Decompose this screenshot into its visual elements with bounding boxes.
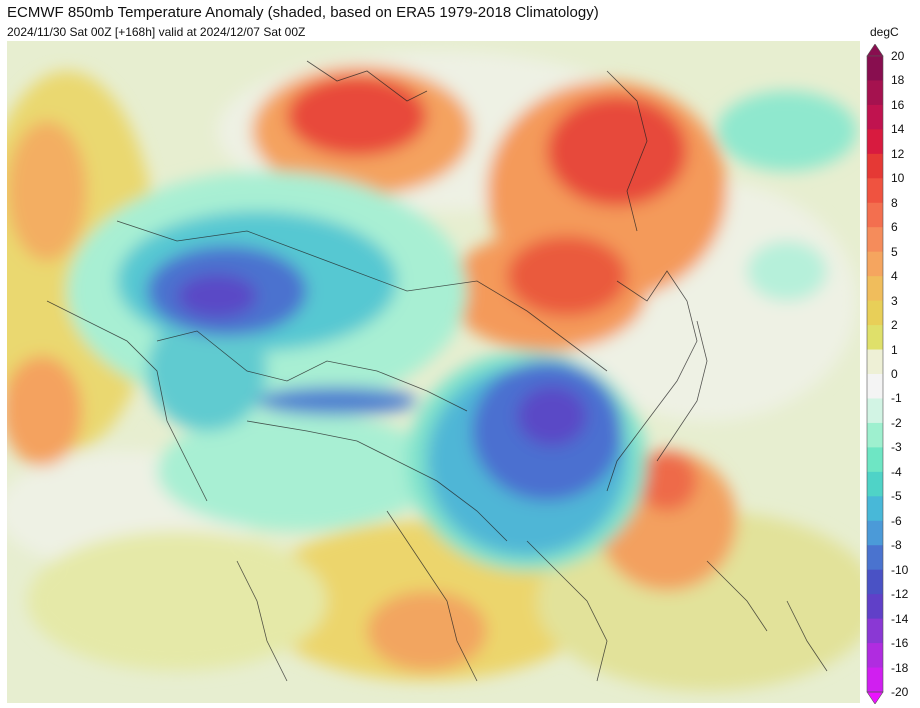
colorbar-tick-label: 0 (891, 367, 898, 381)
colorbar-segment (867, 618, 883, 644)
colorbar-segment (867, 251, 883, 277)
colorbar-tick-label: 12 (891, 146, 905, 161)
colorbar-tick-label: -14 (891, 611, 909, 626)
colorbar-segment (867, 398, 883, 424)
colorbar-segment (867, 129, 883, 155)
colorbar-outline (866, 55, 884, 693)
colorbar (866, 44, 884, 704)
colorbar-tick-label: 18 (891, 73, 905, 88)
colorbar-segment (867, 349, 883, 375)
colorbar-tick-label: 14 (891, 122, 905, 137)
colorbar-segment (867, 202, 883, 228)
colorbar-segment (867, 447, 883, 473)
colorbar-max-arrow (866, 44, 884, 57)
map-title: ECMWF 850mb Temperature Anomaly (shaded,… (7, 4, 599, 21)
colorbar-segment (867, 153, 883, 179)
colorbar-tick-label: -5 (891, 489, 902, 504)
map-subtitle: 2024/11/30 Sat 00Z [+168h] valid at 2024… (7, 25, 306, 39)
colorbar-tick-label: 4 (891, 269, 898, 284)
colorbar-tick-label: -16 (891, 636, 909, 651)
colorbar-segment (867, 276, 883, 302)
temperature-anomaly-map[interactable] (7, 41, 860, 703)
colorbar-segment (867, 520, 883, 546)
colorbar-tick-label: -6 (891, 513, 902, 528)
colorbar-tick-label: -10 (891, 562, 909, 577)
colorbar-tick-label: 3 (891, 293, 898, 308)
colorbar-tick-label: 1 (891, 342, 898, 357)
colorbar-tick-label: 2 (891, 318, 898, 333)
colorbar-segment (867, 104, 883, 130)
colorbar-tick-label: -12 (891, 587, 909, 602)
colorbar-segment (867, 227, 883, 253)
colorbar-segment (867, 643, 883, 669)
colorbar-segment (867, 178, 883, 204)
colorbar-segment (867, 325, 883, 351)
colorbar-segment (867, 667, 883, 693)
colorbar-tick-label: 16 (891, 97, 905, 112)
colorbar-segment (867, 300, 883, 326)
colorbar-tick-label: 10 (891, 171, 905, 186)
colorbar-tick-label: 8 (891, 195, 898, 210)
colorbar-tick-label: -20 (891, 685, 909, 699)
colorbar-tick-label: -2 (891, 415, 902, 430)
colorbar-min-arrow (866, 691, 884, 704)
colorbar-segment (867, 80, 883, 106)
colorbar-tick-label: -1 (891, 391, 902, 406)
colorbar-segment (867, 496, 883, 522)
coastlines-borders (46, 60, 828, 682)
colorbar-tick-label: 20 (891, 49, 905, 63)
colorbar-segment (867, 471, 883, 497)
colorbar-tick-label: -3 (891, 440, 902, 455)
colorbar-tick-label: 5 (891, 244, 898, 259)
colorbar-tick-label: -4 (891, 464, 902, 479)
colorbar-segment (867, 569, 883, 595)
colorbar-segment (867, 594, 883, 620)
colorbar-segment (867, 545, 883, 571)
map-canvas (7, 41, 860, 703)
anomaly-shading (7, 51, 860, 691)
colorbar-tick-label: -18 (891, 660, 909, 675)
colorbar-unit: degC (870, 25, 899, 39)
colorbar-segment (867, 56, 883, 81)
colorbar-tick-label: -8 (891, 538, 902, 553)
colorbar-segment (867, 374, 883, 399)
colorbar-tick-label: 6 (891, 220, 898, 235)
colorbar-segment (867, 422, 883, 448)
